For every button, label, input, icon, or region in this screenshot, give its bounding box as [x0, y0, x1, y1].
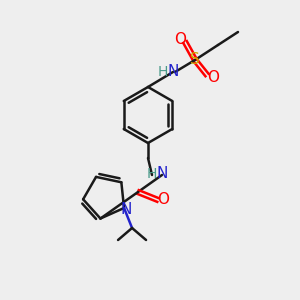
Text: O: O	[157, 193, 169, 208]
Text: H: H	[147, 167, 157, 181]
Text: S: S	[190, 52, 200, 68]
Text: O: O	[207, 70, 219, 85]
Text: N: N	[167, 64, 179, 80]
Text: O: O	[174, 32, 186, 47]
Text: H: H	[158, 65, 168, 79]
Text: N: N	[156, 167, 168, 182]
Text: N: N	[120, 202, 132, 217]
